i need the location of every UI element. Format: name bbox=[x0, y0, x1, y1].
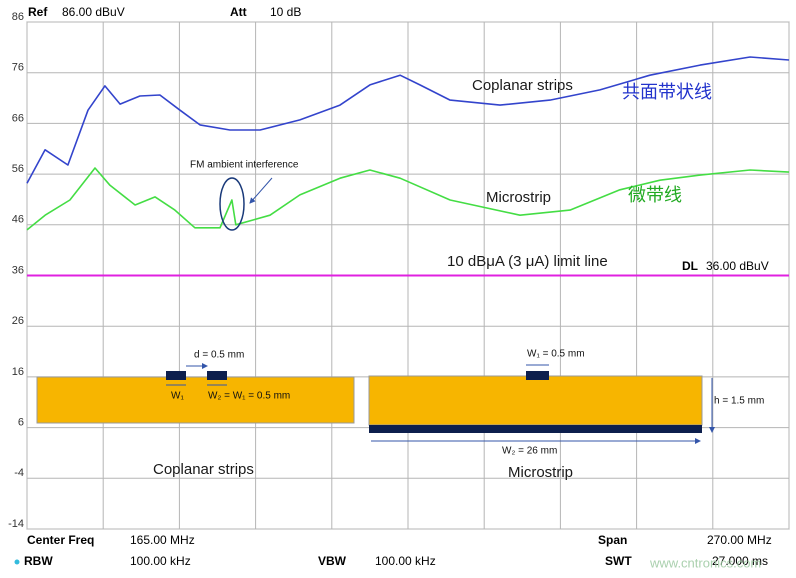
footer-value: 100.00 kHz bbox=[130, 554, 191, 568]
ref-label: Ref bbox=[28, 5, 48, 19]
limit-caption: 10 dBμA (3 μA) limit line bbox=[447, 253, 608, 270]
inset-label: W₂ = 26 mm bbox=[502, 446, 557, 457]
strip bbox=[207, 371, 227, 380]
y-tick-label: 46 bbox=[12, 214, 24, 226]
footer-label: RBW bbox=[24, 554, 53, 568]
series-label-cn: 微带线 bbox=[628, 185, 682, 205]
y-tick-label: 66 bbox=[12, 112, 24, 124]
footer-label: Span bbox=[598, 533, 627, 547]
series-line bbox=[26, 56, 790, 184]
footer-value: 27.000 ms bbox=[712, 554, 768, 568]
inset-label: d = 0.5 mm bbox=[194, 350, 244, 361]
series-label: Microstrip bbox=[486, 189, 551, 206]
inset: d = 0.5 mm W₁ W₂ = W₁ = 0.5 mm Coplanar … bbox=[36, 349, 764, 481]
y-tick-label: 16 bbox=[12, 366, 24, 378]
y-tick-label: 6 bbox=[18, 417, 24, 429]
series-label: Coplanar strips bbox=[472, 77, 573, 94]
strip bbox=[526, 371, 549, 380]
y-tick-label: 76 bbox=[12, 62, 24, 74]
strip bbox=[166, 371, 186, 380]
footer-value: 165.00 MHz bbox=[130, 533, 195, 547]
inset-label: W₁ = 0.5 mm bbox=[527, 349, 585, 360]
annotation-ellipse bbox=[219, 177, 245, 231]
board bbox=[36, 376, 355, 424]
inset-label: W₁ bbox=[171, 391, 184, 402]
indicator bbox=[14, 559, 20, 565]
att-value: 10 dB bbox=[270, 5, 301, 19]
inset-title: Microstrip bbox=[508, 464, 573, 481]
y-tick-label: -14 bbox=[8, 518, 24, 530]
att-label: Att bbox=[230, 5, 247, 19]
footer-label: VBW bbox=[318, 554, 347, 568]
annotation: FM ambient interference bbox=[190, 160, 299, 171]
ground bbox=[369, 425, 702, 433]
inset-label: h = 1.5 mm bbox=[714, 396, 764, 407]
y-tick-label: -4 bbox=[14, 467, 24, 479]
y-tick-label: 26 bbox=[12, 315, 24, 327]
limit-value: 36.00 dBuV bbox=[706, 259, 769, 273]
board bbox=[368, 375, 703, 426]
inset-label: W₂ = W₁ = 0.5 mm bbox=[208, 391, 290, 402]
y-tick-label: 56 bbox=[12, 163, 24, 175]
limit-label: DL bbox=[682, 259, 698, 273]
y-tick-label: 36 bbox=[12, 264, 24, 276]
footer-label: SWT bbox=[605, 554, 632, 568]
footer-label: Center Freq bbox=[27, 533, 94, 547]
series-label-cn: 共面带状线 bbox=[622, 82, 712, 102]
arrow bbox=[249, 177, 273, 204]
y-tick-label: 86 bbox=[12, 11, 24, 23]
inset-title: Coplanar strips bbox=[153, 461, 254, 478]
watermark: www.cntronics.com bbox=[649, 555, 761, 570]
footer-value: 100.00 kHz bbox=[375, 554, 436, 568]
series-line bbox=[26, 167, 790, 231]
ref-value: 86.00 dBuV bbox=[62, 5, 125, 19]
footer-value: 270.00 MHz bbox=[707, 533, 772, 547]
